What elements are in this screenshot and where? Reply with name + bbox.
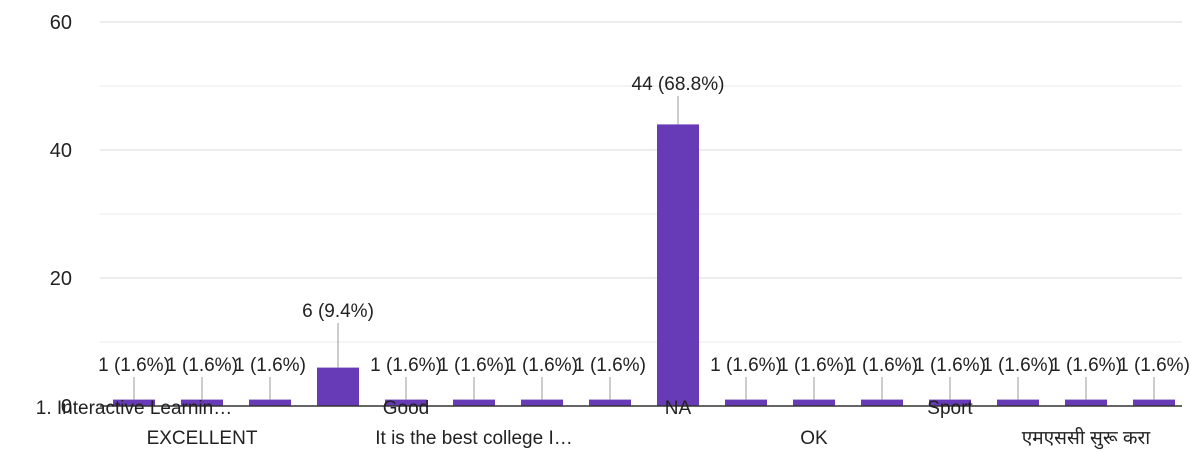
bar: [317, 367, 359, 406]
data-label: 1 (1.6%): [370, 355, 442, 376]
bar: [385, 399, 427, 406]
y-axis-ticks: 0 20 40 60: [50, 12, 72, 418]
label-leader-lines: [133, 96, 1155, 400]
bar: [657, 124, 699, 407]
y-tick-label: 40: [50, 140, 72, 162]
bar: [997, 399, 1039, 406]
bar: [1133, 399, 1175, 406]
x-tick-label: 1. Interactive Learnin…: [36, 398, 232, 419]
bar: [929, 399, 971, 406]
bar: [181, 399, 223, 406]
data-label: 1 (1.6%): [506, 355, 578, 376]
y-tick-label: 60: [50, 12, 72, 34]
data-label: 1 (1.6%): [710, 355, 782, 376]
data-label: 1 (1.6%): [982, 355, 1054, 376]
data-label: 1 (1.6%): [914, 355, 986, 376]
data-label: 1 (1.6%): [1050, 355, 1122, 376]
bar: [521, 399, 563, 406]
x-axis-labels: 1. Interactive Learnin… EXCELLENT Good It i…: [36, 398, 1152, 450]
gridlines: [100, 21, 1182, 343]
y-tick-label: 0: [61, 396, 72, 418]
x-tick-label: Good: [383, 398, 429, 419]
bar: [249, 399, 291, 406]
data-label: 1 (1.6%): [778, 355, 850, 376]
data-label: 1 (1.6%): [234, 355, 306, 376]
data-label: 44 (68.8%): [632, 74, 725, 95]
x-tick-label: NA: [665, 398, 692, 419]
data-label: 1 (1.6%): [846, 355, 918, 376]
data-label: 1 (1.6%): [438, 355, 510, 376]
x-tick-label: EXCELLENT: [147, 428, 258, 449]
bars: [113, 124, 1175, 407]
bar: [589, 399, 631, 406]
x-tick-label: It is the best college I…: [375, 428, 573, 449]
data-label: 6 (9.4%): [302, 301, 374, 322]
x-tick-label: OK: [800, 428, 828, 449]
bar: [113, 399, 155, 406]
bar: [1065, 399, 1107, 406]
y-tick-label: 20: [50, 268, 72, 290]
x-tick-label: एमएससी सुरू करा: [1022, 426, 1152, 450]
bar: [793, 399, 835, 406]
data-label: 1 (1.6%): [98, 355, 170, 376]
data-label: 1 (1.6%): [1118, 355, 1190, 376]
x-tick-label: Sport: [927, 398, 973, 419]
bar: [453, 399, 495, 406]
bar: [861, 399, 903, 406]
data-labels: 1 (1.6%)1 (1.6%)1 (1.6%)6 (9.4%)1 (1.6%)…: [98, 74, 1190, 376]
data-label: 1 (1.6%): [574, 355, 646, 376]
data-label: 1 (1.6%): [166, 355, 238, 376]
bar: [725, 399, 767, 406]
